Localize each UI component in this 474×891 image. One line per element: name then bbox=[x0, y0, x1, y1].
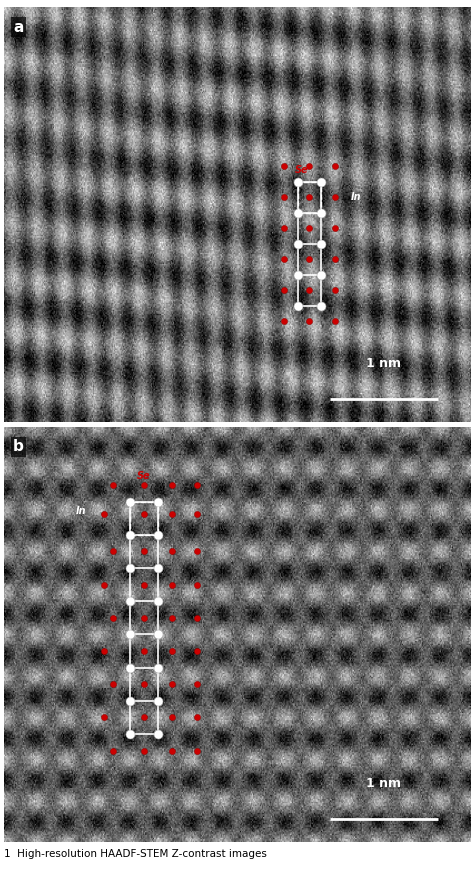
Text: In: In bbox=[351, 192, 362, 202]
Text: Se: Se bbox=[295, 166, 309, 176]
Text: 1  High-resolution HAADF-STEM Z-contrast images: 1 High-resolution HAADF-STEM Z-contrast … bbox=[4, 849, 267, 859]
Text: b: b bbox=[13, 439, 24, 454]
Text: Se: Se bbox=[137, 470, 150, 481]
Text: 1 nm: 1 nm bbox=[366, 357, 401, 371]
Bar bbox=[130, 502, 158, 535]
Text: 1 nm: 1 nm bbox=[366, 777, 401, 790]
Bar bbox=[298, 182, 321, 213]
Text: In: In bbox=[76, 506, 87, 516]
Text: a: a bbox=[13, 20, 24, 35]
